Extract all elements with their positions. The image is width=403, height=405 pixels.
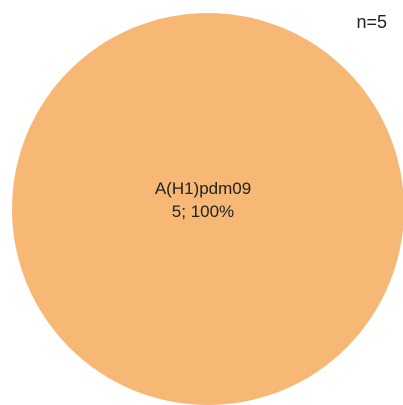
slice-labels: A(H1)pdm09 5; 100% bbox=[155, 179, 251, 221]
pie-slice-0 bbox=[12, 13, 403, 405]
slice-label-value-0: 5; 100% bbox=[172, 202, 234, 221]
pie-slices bbox=[12, 13, 403, 405]
slice-label-name-0: A(H1)pdm09 bbox=[155, 179, 251, 198]
sample-size-label: n=5 bbox=[356, 12, 387, 32]
